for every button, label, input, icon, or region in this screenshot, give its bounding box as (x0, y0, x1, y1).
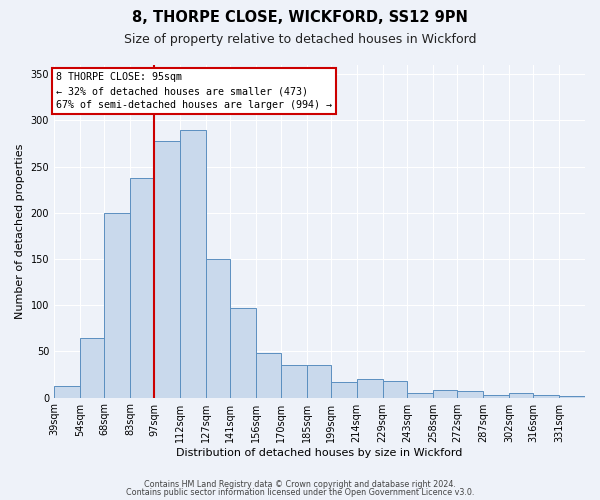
Bar (281, 365, 307, 398)
Bar (130, 178, 154, 398)
Bar (206, 259, 230, 398)
Bar (154, 141, 180, 398)
Bar (509, 393, 533, 398)
Bar (407, 393, 433, 398)
Bar (331, 382, 357, 398)
Bar (433, 390, 457, 398)
Bar (357, 379, 383, 398)
Bar (533, 395, 559, 398)
Text: 8, THORPE CLOSE, WICKFORD, SS12 9PN: 8, THORPE CLOSE, WICKFORD, SS12 9PN (132, 10, 468, 25)
Text: Contains HM Land Registry data © Crown copyright and database right 2024.: Contains HM Land Registry data © Crown c… (144, 480, 456, 489)
X-axis label: Distribution of detached houses by size in Wickford: Distribution of detached houses by size … (176, 448, 463, 458)
Bar (383, 381, 407, 398)
Bar (483, 395, 509, 398)
Bar (180, 130, 206, 398)
Text: 8 THORPE CLOSE: 95sqm
← 32% of detached houses are smaller (473)
67% of semi-det: 8 THORPE CLOSE: 95sqm ← 32% of detached … (56, 72, 332, 110)
Bar (230, 308, 256, 398)
Bar (104, 213, 130, 398)
Bar (54, 386, 80, 398)
Bar (80, 338, 104, 398)
Bar (307, 365, 331, 398)
Bar (457, 391, 483, 398)
Text: Contains public sector information licensed under the Open Government Licence v3: Contains public sector information licen… (126, 488, 474, 497)
Bar (256, 353, 281, 398)
Text: Size of property relative to detached houses in Wickford: Size of property relative to detached ho… (124, 32, 476, 46)
Bar (559, 396, 585, 398)
Y-axis label: Number of detached properties: Number of detached properties (15, 144, 25, 319)
